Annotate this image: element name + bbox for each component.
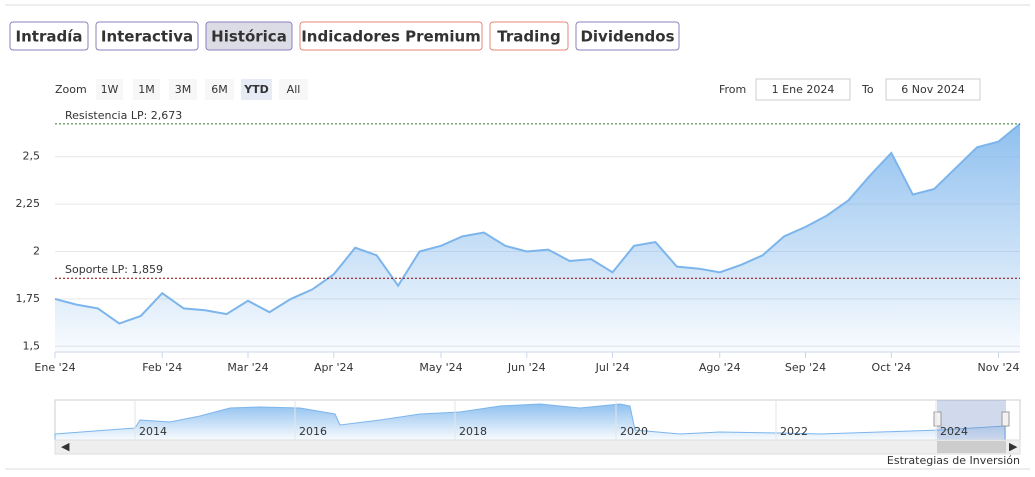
y-tick-label: 2,5 [23,150,41,163]
navigator-label: 2022 [780,425,808,438]
plot-line-label: Soporte LP: 1,859 [65,263,163,276]
navigator-label: 2024 [940,425,968,438]
tab[interactable] [299,21,483,51]
x-tick-label: Feb '24 [142,361,182,374]
scroll-right[interactable]: ▶ [1009,440,1018,453]
navigator-label: 2020 [620,425,648,438]
zoom-button[interactable] [279,79,308,100]
zoom-button-label[interactable]: All [287,83,301,96]
navigator-handle[interactable] [933,411,942,427]
to-value[interactable]: 6 Nov 2024 [901,83,964,96]
scrollbar-thumb[interactable] [937,441,1006,453]
navigator-series [54,403,1006,441]
zoom-label: Zoom [55,83,87,96]
tab-label[interactable]: Indicadores Premium [301,28,481,46]
zoom-button[interactable] [205,79,234,100]
x-tick-label: Oct '24 [872,361,912,374]
tab-label[interactable]: Dividendos [580,28,674,46]
tab[interactable] [489,21,569,51]
navigator-window[interactable] [937,400,1006,440]
footer: Estrategias de Inversión [887,454,1020,467]
x-tick-label: Jul '24 [595,361,630,374]
tab-label[interactable]: Histórica [211,28,287,46]
zoom-button[interactable] [169,79,197,100]
from-input[interactable] [755,78,851,101]
zoom-button[interactable] [96,79,123,100]
x-tick-label: Ene '24 [34,361,75,374]
x-tick-label: Jun '24 [507,361,546,374]
tab-label[interactable]: Trading [497,28,560,46]
navigator-label: 2014 [139,425,167,438]
tab[interactable] [95,21,199,51]
tab[interactable] [575,21,680,51]
line [54,123,1021,325]
x-tick-label: May '24 [419,361,462,374]
zoom-button-label[interactable]: 1M [138,83,155,96]
to-label: To [861,83,874,96]
zoom-button[interactable] [133,79,160,100]
y-tick-label: 2,25 [16,197,41,210]
navigator-handle[interactable] [1001,411,1010,427]
navigator-label: 2016 [299,425,327,438]
x-tick-label: Mar '24 [227,361,268,374]
tab[interactable] [9,21,89,51]
scrollbar[interactable] [54,439,1021,455]
x-tick-label: Apr '24 [314,361,354,374]
tab-label[interactable]: Intradía [16,28,83,46]
navigator-label: 2018 [459,425,487,438]
from-value[interactable]: 1 Ene 2024 [772,83,835,96]
zoom-button-label[interactable]: 6M [211,83,228,96]
x-tick-label: Sep '24 [785,361,826,374]
tab-label[interactable]: Interactiva [101,28,193,46]
area-fill [55,123,1020,353]
zoom-button-label[interactable]: YTD [243,83,269,96]
plot-line-label: Resistencia LP: 2,673 [65,109,182,122]
to-input[interactable] [885,78,981,101]
y-tick-label: 2 [33,245,40,258]
zoom-button-label[interactable]: 1W [101,83,119,96]
y-tick-label: 1,5 [23,339,41,352]
tab[interactable] [205,21,293,51]
zoom-button[interactable] [241,79,272,100]
x-tick-label: Nov '24 [978,361,1020,374]
from-label: From [719,83,746,96]
y-tick-label: 1,75 [16,292,41,305]
scroll-left[interactable]: ◀ [61,440,70,453]
zoom-button-label[interactable]: 3M [175,83,192,96]
x-tick-label: Ago '24 [699,361,741,374]
